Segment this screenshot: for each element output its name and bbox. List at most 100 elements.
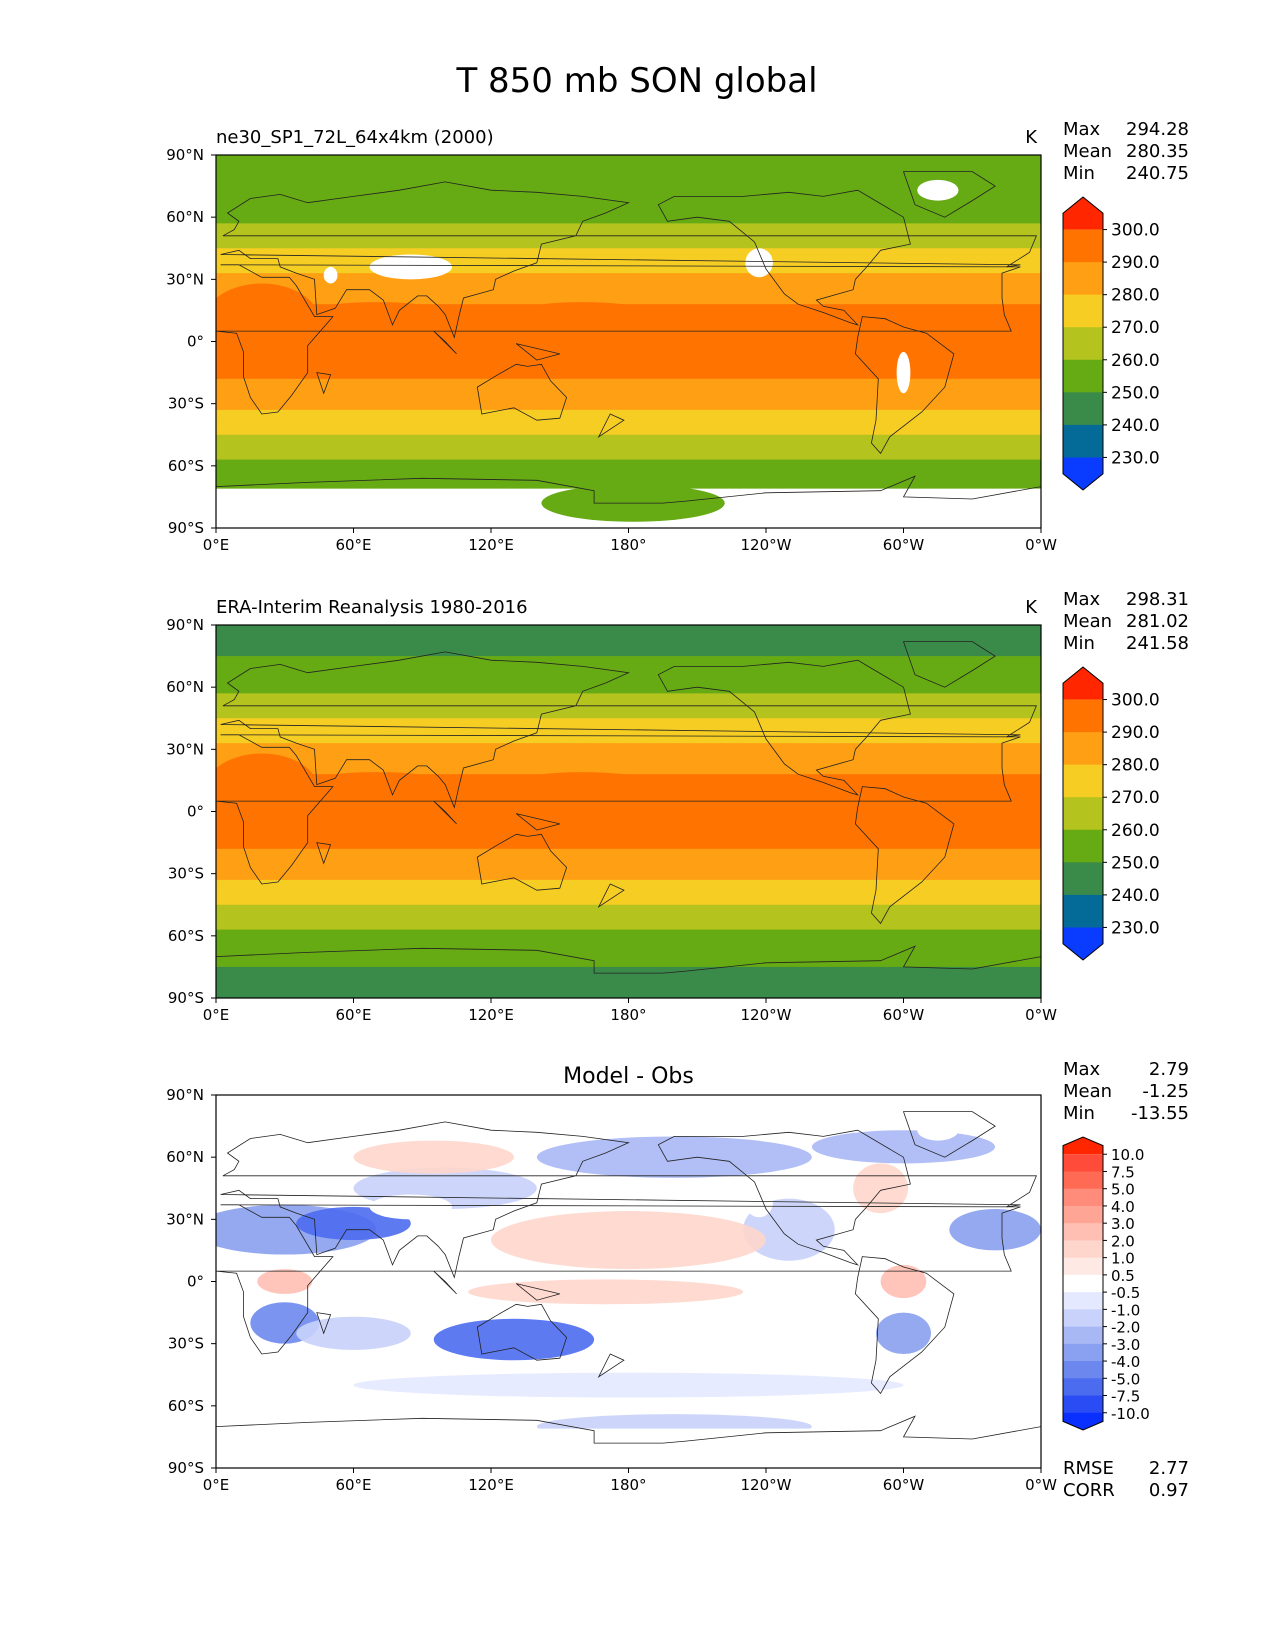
field-band <box>216 210 1041 218</box>
map-panel: 0°E 60°E 120°E 180° 120°W 60°W 0°W 90°N 60°N 30°N… <box>166 589 1189 1024</box>
coastline <box>657 1129 911 1266</box>
field-band <box>216 403 1041 411</box>
x-tick-label: 180° <box>610 1476 646 1494</box>
field-band <box>216 649 1041 657</box>
y-tick-label: 60°S <box>168 457 204 475</box>
colorbar: 10.07.55.04.03.02.01.00.5-0.5-1.0-2.0-3.… <box>1062 1136 1150 1431</box>
colorbar-tick-label: 300.0 <box>1111 691 1160 711</box>
colorbar-tick-label: -10.0 <box>1111 1405 1150 1423</box>
x-tick-label: 120°E <box>468 1006 514 1024</box>
colorbar-segment <box>1063 359 1103 393</box>
field-band <box>216 867 1041 875</box>
panel-center-title: Model - Obs <box>563 1064 694 1089</box>
anomaly-blob <box>853 1163 909 1214</box>
stat-label: Max <box>1063 589 1101 610</box>
field-band <box>216 668 1041 676</box>
field-band <box>216 749 1041 757</box>
stat-value: 240.75 <box>1126 163 1189 184</box>
field-band <box>216 705 1041 713</box>
colorbar-segment <box>1063 1171 1103 1190</box>
colorbar-segment <box>1063 1154 1103 1172</box>
y-tick-label: 90°S <box>168 1459 204 1477</box>
coastlines <box>216 171 1041 528</box>
stat-value: 2.77 <box>1149 1458 1189 1479</box>
field-band <box>216 917 1041 924</box>
field-band <box>216 229 1041 237</box>
field-band <box>216 718 1041 726</box>
colorbar-segment <box>1063 1188 1103 1207</box>
field-band <box>216 242 1041 249</box>
coastline <box>216 1204 1021 1355</box>
y-tick-label: 0° <box>187 333 204 351</box>
field-band <box>216 186 1041 193</box>
field-band <box>216 948 1041 956</box>
colorbar-tick-label: 240.0 <box>1111 416 1160 436</box>
colorbar-tick-label: -1.0 <box>1111 1301 1140 1319</box>
colorbar-segment <box>1063 699 1103 733</box>
colorbar-extension-bottom <box>1063 927 1103 960</box>
colorbar-tick-label: -3.0 <box>1111 1336 1140 1354</box>
y-tick-label: 60°S <box>168 1397 204 1415</box>
x-tick-label: 120°W <box>741 536 792 554</box>
field-band <box>216 966 1041 974</box>
anomaly-blob <box>880 1264 927 1299</box>
coastline <box>597 1353 625 1378</box>
colorbar-segment <box>1063 392 1103 426</box>
x-tick-label: 60°W <box>883 536 925 554</box>
anomaly-blob <box>353 1140 514 1174</box>
field-band <box>216 385 1041 392</box>
colorbar-segment <box>1063 1274 1103 1293</box>
panel-title: ERA-Interim Reanalysis 1980-2016 <box>216 597 528 618</box>
x-tick-label: 60°W <box>883 1006 925 1024</box>
anomaly-blob <box>949 1208 1041 1251</box>
field-band <box>216 625 1041 632</box>
coastline <box>515 343 560 361</box>
colorbar-tick-label: 260.0 <box>1111 821 1160 841</box>
field-band <box>216 173 1041 181</box>
colorbar-tick-label: -0.5 <box>1111 1284 1140 1302</box>
field-band <box>216 693 1041 701</box>
colorbar-segment <box>1063 1395 1103 1414</box>
colorbar-segment <box>1063 764 1103 798</box>
field-band <box>216 929 1041 937</box>
anomaly-blob <box>876 1312 931 1355</box>
colorbar-tick-label: 4.0 <box>1111 1198 1135 1216</box>
stat-value: -13.55 <box>1131 1103 1189 1124</box>
field-band <box>216 904 1041 912</box>
colorbar-tick-label: 280.0 <box>1111 756 1160 776</box>
colorbar-tick-label: 280.0 <box>1111 286 1160 306</box>
colorbar-segment <box>1063 1205 1103 1224</box>
field-band <box>216 428 1041 436</box>
field-band <box>216 167 1041 175</box>
field-band <box>216 155 1041 162</box>
colorbar-outline <box>1062 196 1104 491</box>
missing-data <box>917 1119 959 1141</box>
colorbar-tick-label: -2.0 <box>1111 1319 1140 1337</box>
colorbar-tick-label: 240.0 <box>1111 886 1160 906</box>
x-tick-label: 60°E <box>335 536 371 554</box>
field-band <box>216 223 1041 231</box>
field-band <box>216 830 1041 837</box>
field-band <box>216 892 1041 900</box>
x-tick-label: 60°E <box>335 1476 371 1494</box>
y-tick-label: 90°N <box>166 1086 204 1104</box>
field-band <box>216 179 1041 187</box>
anomaly-blob <box>491 1211 766 1270</box>
coastline <box>515 813 560 831</box>
coastline <box>902 171 996 218</box>
field-band <box>216 459 1041 467</box>
y-tick-label: 90°N <box>166 146 204 164</box>
field-band <box>216 973 1041 980</box>
colorbar-tick-label: -7.5 <box>1111 1388 1140 1406</box>
colorbar-tick-label: 230.0 <box>1111 448 1160 468</box>
x-tick-label: 60°W <box>883 1476 925 1494</box>
field-band <box>216 465 1041 473</box>
field-band <box>216 942 1041 949</box>
y-tick-label: 60°N <box>166 1148 204 1166</box>
missing-data <box>745 1188 773 1218</box>
colorbar-segment <box>1063 829 1103 863</box>
colorbar-tick-label: 290.0 <box>1111 723 1160 743</box>
field-band <box>216 366 1041 374</box>
colorbar-extension-bottom <box>1063 1412 1103 1430</box>
field-band <box>216 991 1041 998</box>
